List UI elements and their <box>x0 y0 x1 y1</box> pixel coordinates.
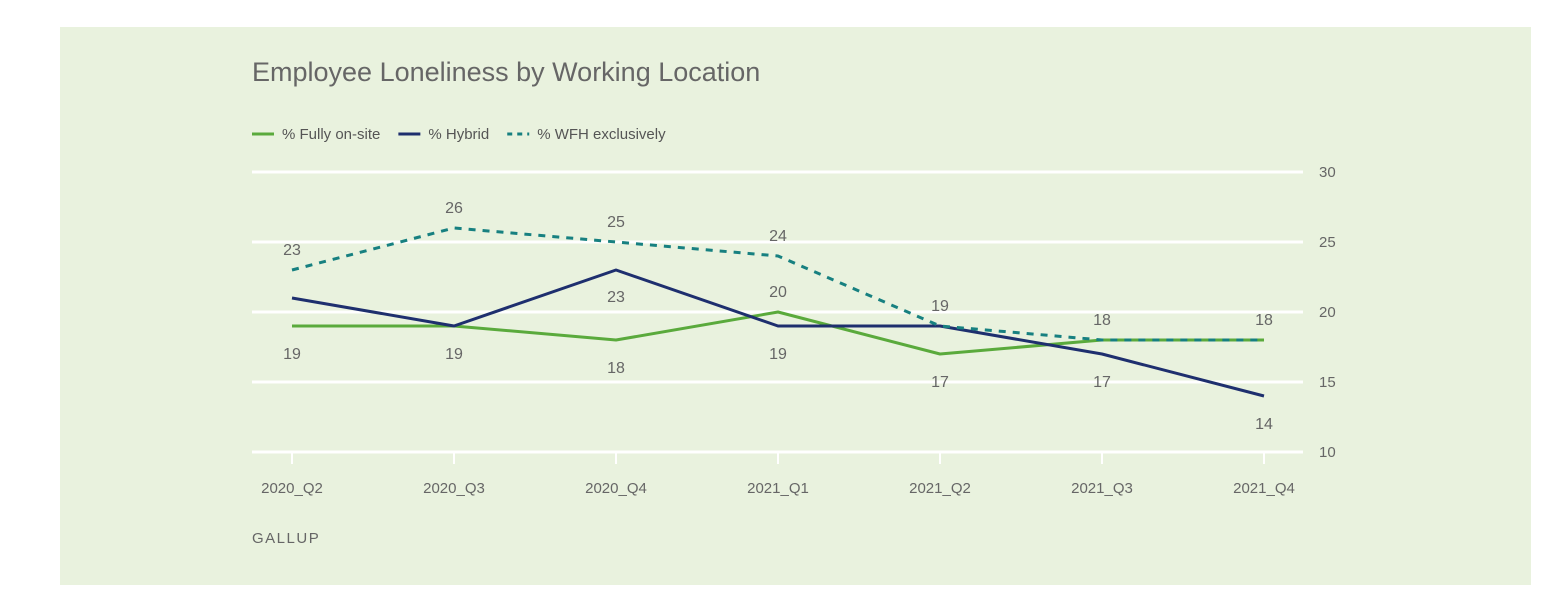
legend-label: % Fully on-site <box>282 126 380 143</box>
x-tick-label: 2020_Q4 <box>585 480 647 497</box>
x-tick-label: 2021_Q3 <box>1071 480 1133 497</box>
chart-panel: Employee Loneliness by Working Location … <box>60 27 1531 585</box>
series-line-wfh-exclusively <box>291 226 1264 342</box>
x-tick-label: 2021_Q1 <box>747 480 809 497</box>
data-label: 24 <box>769 228 787 245</box>
series-lines <box>291 226 1265 398</box>
legend-label: % Hybrid <box>428 126 489 143</box>
data-label: 19 <box>769 346 787 363</box>
data-label: 25 <box>607 214 625 231</box>
data-label: 18 <box>1255 312 1273 329</box>
data-label: 19 <box>931 298 949 315</box>
data-label: 17 <box>931 374 949 391</box>
x-tick-label: 2021_Q4 <box>1233 480 1295 497</box>
legend: % Fully on-site % Hybrid % WFH exclusively <box>252 126 666 143</box>
data-label: 19 <box>283 346 301 363</box>
y-axis: 10 15 20 25 30 <box>1319 164 1336 461</box>
x-axis: 2020_Q2 2020_Q3 2020_Q4 2021_Q1 2021_Q2 2021_… <box>261 452 1295 497</box>
source-label: GALLUP <box>252 530 320 547</box>
data-label: 26 <box>445 200 463 217</box>
chart-title: Employee Loneliness by Working Location <box>252 57 760 87</box>
y-tick-label: 20 <box>1319 304 1336 321</box>
data-label: 14 <box>1255 416 1273 433</box>
data-label: 17 <box>1093 374 1111 391</box>
x-tick-label: 2021_Q2 <box>909 480 971 497</box>
data-labels: 19 19 18 20 17 23 19 17 14 23 26 25 24 19 18 18 <box>283 200 1273 433</box>
y-tick-label: 10 <box>1319 444 1336 461</box>
data-label: 18 <box>607 360 625 377</box>
y-tick-label: 30 <box>1319 164 1336 181</box>
y-tick-label: 15 <box>1319 374 1336 391</box>
data-label: 23 <box>283 242 301 259</box>
chart-svg: Employee Loneliness by Working Location … <box>252 57 1336 547</box>
data-label: 18 <box>1093 312 1111 329</box>
x-tick-label: 2020_Q2 <box>261 480 323 497</box>
data-label: 20 <box>769 284 787 301</box>
x-tick-label: 2020_Q3 <box>423 480 485 497</box>
data-label: 23 <box>607 289 625 306</box>
series-line-hybrid <box>291 268 1265 398</box>
y-tick-label: 25 <box>1319 234 1336 251</box>
data-label: 19 <box>445 346 463 363</box>
legend-label: % WFH exclusively <box>537 126 666 143</box>
